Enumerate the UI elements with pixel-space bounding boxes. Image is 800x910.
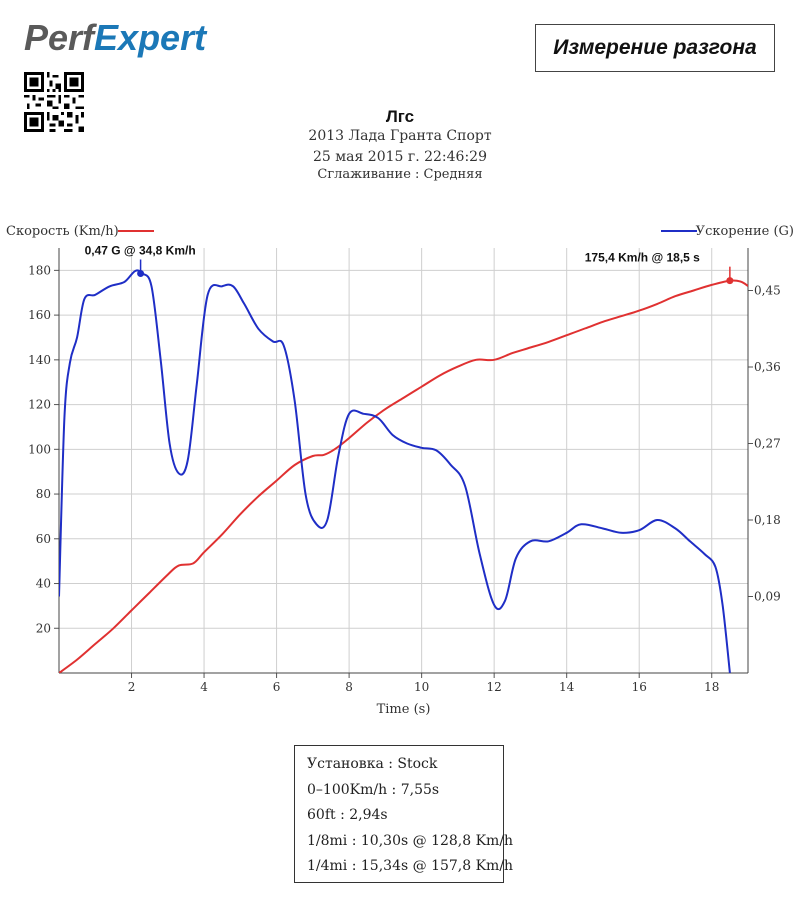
acceleration-chart: 2 4 6 8 10 12 14 16 18 20 40 60 80 100 120 140 160 180 0,0… [6, 224, 794, 717]
qr-code-icon [24, 72, 84, 132]
measurement-title-box: Измерение разгона [535, 24, 775, 72]
left-tick-label: 160 [28, 308, 51, 322]
annotation-marker [726, 277, 734, 285]
x-tick-label: 8 [345, 680, 353, 694]
x-tick-label: 2 [128, 680, 136, 694]
left-tick-label: 120 [28, 398, 51, 412]
smoothing-setting: Сглаживание : Средняя [317, 167, 483, 182]
left-tick-label: 20 [36, 621, 51, 635]
right-axis-legend-label: Ускорение (G) [696, 224, 794, 239]
left-tick-label: 180 [28, 263, 51, 277]
right-tick-label: 0,18 [754, 513, 781, 527]
summary-60ft: 60ft : 2,94s [307, 807, 388, 823]
x-axis-label: Time (s) [377, 702, 431, 717]
max-speed-label: 175,4 Km/h @ 18,5 s [585, 251, 700, 265]
run-name: Лгс [385, 107, 415, 126]
x-tick-label: 14 [559, 680, 575, 694]
speed-series-line [59, 279, 748, 673]
x-tick-label: 10 [414, 680, 429, 694]
left-tick-label: 100 [28, 442, 51, 456]
left-tick-label: 40 [36, 577, 51, 591]
summary-eighth-mile: 1/8mi : 10,30s @ 128,8 Km/h [307, 832, 514, 849]
x-tick-label: 4 [200, 680, 208, 694]
x-tick-label: 18 [704, 680, 719, 694]
x-tick-label: 12 [487, 680, 502, 694]
acceleration-series-line [59, 269, 731, 673]
run-date: 25 мая 2015 г. 22:46:29 [313, 149, 487, 165]
right-tick-label: 0,27 [754, 437, 781, 451]
perfexpert-logo: PerfExpert [24, 18, 208, 58]
right-tick-label: 0,45 [754, 284, 781, 298]
right-tick-label: 0,09 [754, 590, 781, 604]
x-tick-label: 6 [273, 680, 281, 694]
right-tick-label: 0,36 [754, 360, 781, 374]
left-axis-legend-label: Скорость (Km/h) [6, 224, 119, 239]
svg-text:PerfExpert: PerfExpert [24, 18, 208, 58]
car-description: 2013 Лада Гранта Спорт [308, 128, 492, 144]
left-tick-label: 80 [36, 487, 51, 501]
peak-acceleration-label: 0,47 G @ 34,8 Km/h [85, 244, 196, 258]
summary-quarter-mile: 1/4mi : 15,34s @ 157,8 Km/h [307, 858, 514, 874]
left-tick-label: 60 [36, 532, 51, 546]
summary-box: Установка : Stock 0–100Km/h : 7,55s 60ft… [294, 745, 514, 883]
left-tick-label: 140 [28, 353, 51, 367]
summary-0-100: 0–100Km/h : 7,55s [307, 781, 440, 798]
x-tick-label: 16 [632, 680, 647, 694]
annotation-marker [137, 270, 145, 277]
summary-setup: Установка : Stock [307, 756, 438, 772]
